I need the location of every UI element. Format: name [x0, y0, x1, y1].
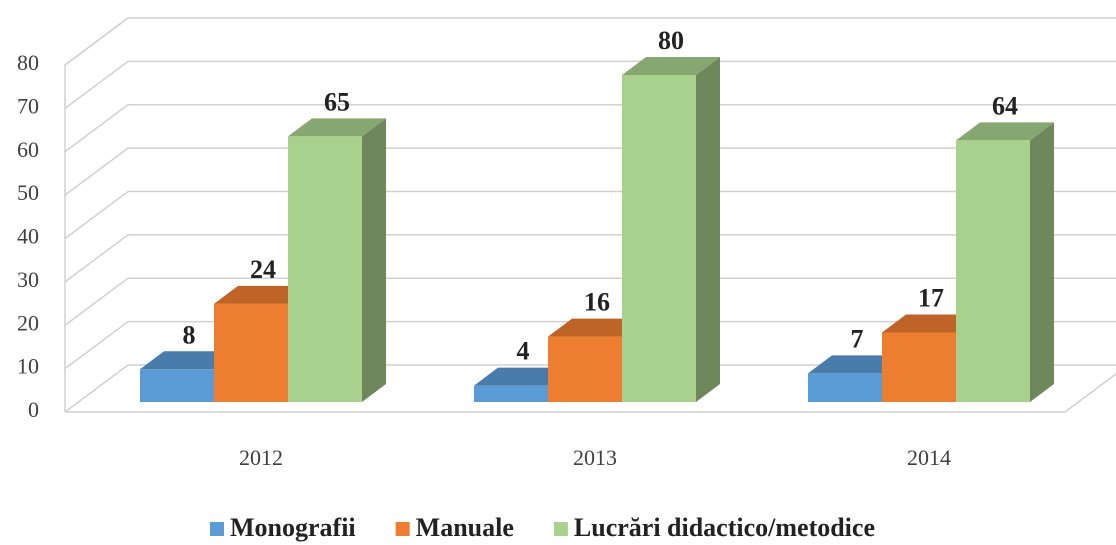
data-label: 7 — [851, 324, 864, 353]
data-label: 8 — [183, 320, 196, 349]
bar — [882, 332, 956, 402]
bar-top — [140, 351, 238, 370]
grid-line — [64, 60, 1116, 109]
bar — [214, 303, 288, 402]
y-tick-label: 40 — [17, 224, 39, 249]
data-label: 17 — [918, 283, 944, 312]
bar-top — [622, 57, 720, 75]
legend-swatch — [395, 522, 410, 536]
legend-label: Monografii — [230, 513, 356, 542]
bar-top — [548, 318, 646, 337]
legend-swatch — [210, 522, 224, 536]
bar-top — [288, 118, 386, 137]
grid-line — [64, 277, 1116, 326]
y-tick-label: 30 — [17, 267, 39, 292]
bar-top — [882, 314, 980, 333]
y-tick-label: 0 — [28, 397, 39, 422]
y-tick-label: 60 — [17, 137, 39, 162]
grid-line — [64, 364, 1116, 413]
y-tick-label: 70 — [17, 93, 39, 118]
grid-line — [64, 234, 1116, 283]
bar-top — [214, 285, 312, 304]
x-tick-label: 2013 — [573, 445, 617, 470]
y-tick-label: 20 — [17, 310, 39, 335]
grid-line — [64, 147, 1116, 196]
grid-line — [64, 104, 1116, 153]
grid-line — [64, 17, 1116, 66]
data-label: 64 — [992, 91, 1018, 120]
data-label: 24 — [250, 255, 276, 284]
bar — [288, 136, 362, 402]
bar — [548, 336, 622, 402]
legend-label: Manuale — [416, 513, 514, 542]
bar-top — [808, 355, 906, 374]
legend-swatch — [553, 522, 568, 536]
data-label: 16 — [584, 288, 610, 317]
bar — [140, 369, 214, 402]
x-tick-label: 2012 — [239, 445, 283, 470]
grid-line — [64, 190, 1116, 240]
legend-label: Lucrări didactico/metodice — [574, 513, 875, 542]
grid-line — [64, 320, 1116, 370]
bar — [956, 140, 1030, 402]
bar-side — [696, 57, 720, 402]
data-label: 65 — [324, 87, 350, 116]
bar-top — [474, 367, 572, 386]
y-tick-label: 50 — [17, 180, 39, 205]
bar-side — [1030, 122, 1054, 403]
bar — [622, 75, 696, 402]
data-label: 80 — [658, 26, 684, 55]
y-tick-label: 80 — [17, 50, 39, 75]
bar — [808, 373, 882, 402]
y-tick-label: 10 — [17, 354, 39, 379]
bar-side — [362, 118, 386, 402]
x-tick-label: 2014 — [907, 445, 951, 470]
bar — [474, 385, 548, 402]
data-label: 4 — [517, 337, 530, 366]
floor-edge — [65, 373, 1116, 413]
bar-top — [956, 122, 1054, 141]
